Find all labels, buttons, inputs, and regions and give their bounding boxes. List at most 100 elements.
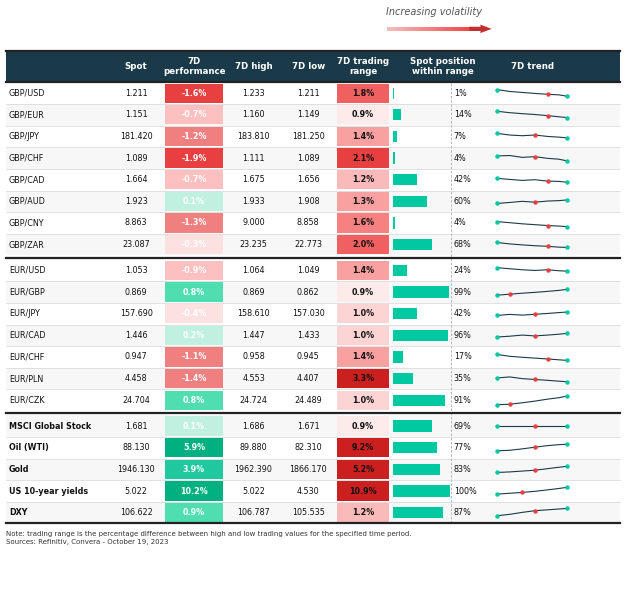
FancyArrow shape: [454, 26, 456, 31]
Text: -0.7%: -0.7%: [182, 175, 207, 184]
Text: 60%: 60%: [454, 197, 471, 206]
FancyBboxPatch shape: [6, 325, 620, 346]
Text: 1.446: 1.446: [125, 331, 147, 340]
FancyBboxPatch shape: [393, 218, 396, 228]
FancyBboxPatch shape: [393, 308, 417, 319]
FancyBboxPatch shape: [337, 213, 389, 233]
Text: 1.447: 1.447: [242, 331, 265, 340]
FancyArrow shape: [406, 26, 407, 31]
FancyBboxPatch shape: [165, 347, 223, 367]
Text: 1.151: 1.151: [125, 111, 148, 119]
Text: 5.022: 5.022: [125, 487, 148, 495]
Text: 158.610: 158.610: [237, 310, 270, 318]
FancyBboxPatch shape: [6, 389, 620, 411]
Text: 91%: 91%: [454, 396, 471, 404]
FancyBboxPatch shape: [393, 196, 427, 207]
FancyBboxPatch shape: [337, 460, 389, 479]
FancyArrow shape: [463, 26, 465, 31]
Text: 3.9%: 3.9%: [183, 465, 205, 474]
FancyBboxPatch shape: [165, 416, 223, 436]
FancyBboxPatch shape: [6, 303, 620, 325]
FancyBboxPatch shape: [337, 369, 389, 388]
Text: 4.553: 4.553: [242, 374, 265, 383]
Text: 1%: 1%: [454, 89, 466, 97]
Text: GBP/CNY: GBP/CNY: [9, 219, 44, 227]
Text: 24.724: 24.724: [240, 396, 267, 404]
Text: 105.535: 105.535: [292, 508, 325, 517]
Text: 0.9%: 0.9%: [352, 111, 374, 119]
FancyArrow shape: [467, 26, 469, 31]
Text: 0.862: 0.862: [297, 288, 320, 296]
Text: 1.671: 1.671: [297, 422, 320, 430]
FancyBboxPatch shape: [165, 213, 223, 233]
FancyBboxPatch shape: [337, 416, 389, 436]
Text: EUR/PLN: EUR/PLN: [9, 374, 43, 383]
FancyBboxPatch shape: [165, 170, 223, 189]
FancyArrow shape: [475, 26, 476, 31]
FancyArrow shape: [411, 26, 413, 31]
Text: 1.089: 1.089: [297, 154, 320, 162]
FancyBboxPatch shape: [337, 438, 389, 457]
Text: 10.2%: 10.2%: [180, 487, 208, 495]
Text: -1.9%: -1.9%: [182, 154, 207, 162]
Text: 3.3%: 3.3%: [352, 374, 374, 383]
FancyBboxPatch shape: [393, 395, 445, 406]
Text: 77%: 77%: [454, 444, 471, 452]
Text: 4.530: 4.530: [297, 487, 320, 495]
Text: EUR/GBP: EUR/GBP: [9, 288, 44, 296]
Text: 82.310: 82.310: [294, 444, 322, 452]
FancyBboxPatch shape: [6, 459, 620, 480]
Text: 1962.390: 1962.390: [235, 465, 272, 474]
Text: 5.9%: 5.9%: [183, 444, 205, 452]
FancyArrow shape: [439, 26, 441, 31]
Text: 106.787: 106.787: [237, 508, 270, 517]
Text: -1.6%: -1.6%: [182, 89, 207, 97]
Text: 181.250: 181.250: [292, 132, 325, 141]
FancyBboxPatch shape: [165, 438, 223, 457]
Text: 7D trend: 7D trend: [511, 63, 553, 71]
FancyArrow shape: [444, 26, 446, 31]
Text: GBP/ZAR: GBP/ZAR: [9, 240, 44, 249]
Text: 1.233: 1.233: [242, 89, 265, 97]
FancyBboxPatch shape: [165, 192, 223, 211]
FancyArrow shape: [422, 26, 424, 31]
Text: -0.7%: -0.7%: [182, 111, 207, 119]
Text: 1.211: 1.211: [297, 89, 320, 97]
Text: 96%: 96%: [454, 331, 471, 340]
Text: 5.2%: 5.2%: [352, 465, 374, 474]
Text: 9.000: 9.000: [242, 219, 265, 227]
FancyBboxPatch shape: [6, 346, 620, 368]
FancyBboxPatch shape: [393, 109, 401, 120]
FancyArrow shape: [403, 26, 406, 31]
Text: 4.407: 4.407: [297, 374, 320, 383]
FancyArrow shape: [429, 26, 431, 31]
FancyArrow shape: [418, 26, 420, 31]
FancyBboxPatch shape: [165, 148, 223, 168]
FancyBboxPatch shape: [393, 287, 449, 297]
Text: 24.704: 24.704: [122, 396, 150, 404]
FancyArrow shape: [441, 26, 443, 31]
Text: GBP/JPY: GBP/JPY: [9, 132, 39, 141]
Text: 9.2%: 9.2%: [352, 444, 374, 452]
Text: -1.4%: -1.4%: [182, 374, 207, 383]
FancyBboxPatch shape: [337, 503, 389, 522]
Text: 1.111: 1.111: [242, 154, 265, 162]
FancyBboxPatch shape: [165, 127, 223, 146]
FancyBboxPatch shape: [393, 153, 396, 163]
FancyArrow shape: [394, 26, 396, 31]
FancyBboxPatch shape: [165, 304, 223, 323]
Text: EUR/CAD: EUR/CAD: [9, 331, 45, 340]
FancyBboxPatch shape: [337, 84, 389, 103]
FancyArrow shape: [388, 26, 391, 31]
FancyBboxPatch shape: [6, 147, 620, 169]
FancyArrow shape: [420, 26, 422, 31]
Text: 157.690: 157.690: [120, 310, 153, 318]
FancyArrow shape: [392, 26, 394, 31]
Text: 1.923: 1.923: [125, 197, 148, 206]
FancyArrow shape: [409, 26, 411, 31]
Text: 0.1%: 0.1%: [183, 197, 205, 206]
Text: 42%: 42%: [454, 310, 471, 318]
FancyBboxPatch shape: [165, 282, 223, 302]
FancyBboxPatch shape: [393, 464, 440, 475]
Text: 69%: 69%: [454, 422, 471, 430]
